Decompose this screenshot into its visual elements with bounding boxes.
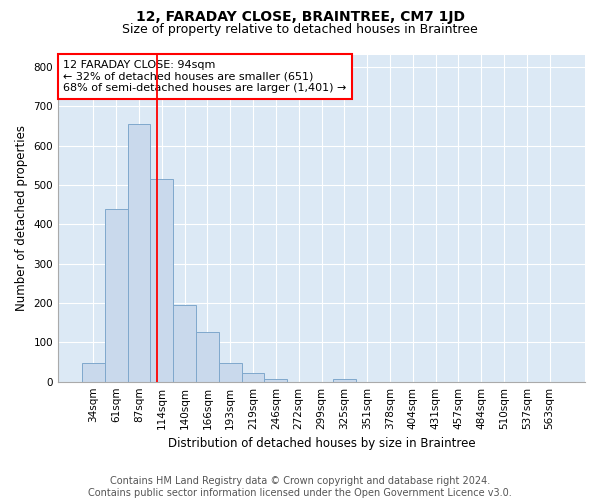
Bar <box>105 208 128 382</box>
Text: 12, FARADAY CLOSE, BRAINTREE, CM7 1JD: 12, FARADAY CLOSE, BRAINTREE, CM7 1JD <box>136 10 464 24</box>
Text: Contains HM Land Registry data © Crown copyright and database right 2024.
Contai: Contains HM Land Registry data © Crown c… <box>88 476 512 498</box>
Bar <box>242 373 265 382</box>
Bar <box>128 124 151 382</box>
Bar <box>265 378 287 382</box>
X-axis label: Distribution of detached houses by size in Braintree: Distribution of detached houses by size … <box>168 437 475 450</box>
Bar <box>333 378 356 382</box>
Text: 12 FARADAY CLOSE: 94sqm
← 32% of detached houses are smaller (651)
68% of semi-d: 12 FARADAY CLOSE: 94sqm ← 32% of detache… <box>64 60 347 93</box>
Bar <box>219 363 242 382</box>
Bar <box>151 179 173 382</box>
Bar <box>173 304 196 382</box>
Text: Size of property relative to detached houses in Braintree: Size of property relative to detached ho… <box>122 22 478 36</box>
Bar <box>82 363 105 382</box>
Bar <box>196 332 219 382</box>
Y-axis label: Number of detached properties: Number of detached properties <box>15 126 28 312</box>
